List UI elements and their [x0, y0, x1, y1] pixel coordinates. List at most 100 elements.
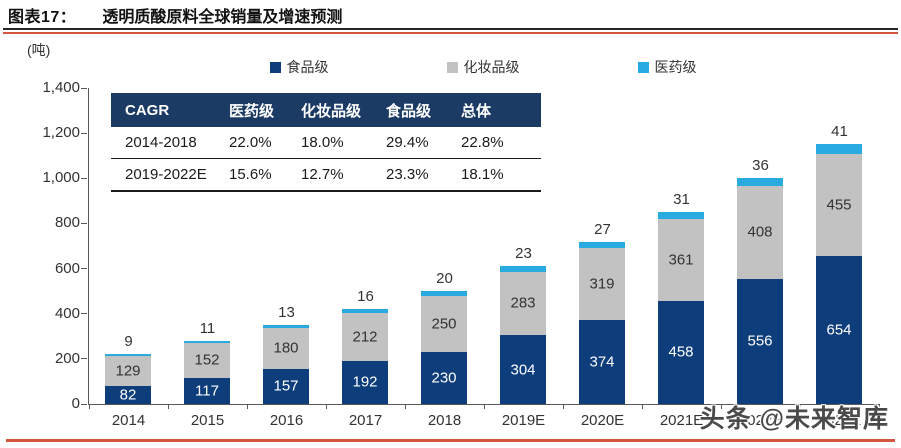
cagr-cell: 23.3% — [386, 166, 429, 183]
bar-stack: 283 304 — [500, 266, 546, 404]
bar-label-pharma: 20 — [436, 270, 453, 288]
bar-label-pharma: 9 — [124, 333, 133, 351]
bar-segment-pharma — [500, 266, 546, 272]
cagr-header-cell: CAGR — [125, 101, 170, 119]
cagr-cell: 18.0% — [301, 134, 344, 151]
bar-group-2022E: 408 556 36 2022E — [721, 88, 800, 429]
bar-segment-cosmetic: 361 — [658, 219, 704, 301]
y-axis-tick — [81, 268, 87, 270]
bar-label-food: 82 — [119, 386, 137, 404]
bar-label-pharma: 31 — [673, 191, 690, 209]
bar-group-2018: 250 230 20 2018 — [405, 88, 484, 429]
y-axis-tick — [81, 313, 87, 315]
x-axis-label: 2022E — [738, 412, 783, 429]
bar-label-cosmetic: 361 — [668, 251, 694, 269]
bar-label-food: 654 — [826, 321, 852, 339]
bar-segment-pharma — [263, 325, 309, 329]
bar-stack: 129 82 — [105, 354, 151, 404]
bar-label-pharma: 23 — [515, 245, 532, 263]
bar-label-food: 230 — [431, 369, 457, 387]
bar-segment-cosmetic: 250 — [421, 295, 467, 353]
legend-label: 食品级 — [286, 59, 329, 75]
bar-label-cosmetic: 408 — [747, 223, 773, 241]
cagr-cell: 18.1% — [461, 166, 504, 183]
x-axis-label: 2016 — [269, 412, 304, 429]
bar-segment-cosmetic: 455 — [816, 153, 862, 257]
chart-legend: 食品级 化妆品级 医药级 — [88, 57, 878, 77]
x-axis-tick — [246, 404, 248, 409]
bar-label-cosmetic: 250 — [431, 315, 457, 333]
bar-segment-food: 374 — [579, 319, 625, 404]
bar-label-food: 374 — [589, 353, 615, 371]
x-axis-label: 2015 — [190, 412, 225, 429]
cagr-cell: 12.7% — [301, 166, 344, 183]
x-axis-label: 2019E — [501, 412, 546, 429]
x-axis-label: 2017 — [348, 412, 383, 429]
page-title: 透明质酸原料全球销量及增速预测 — [102, 9, 343, 26]
bar-segment-pharma — [105, 354, 151, 357]
x-axis-label: 2018 — [427, 412, 462, 429]
bar-segment-cosmetic: 152 — [184, 343, 230, 378]
footer-divider-red — [6, 439, 895, 442]
x-axis-tick — [404, 404, 406, 409]
legend-label: 化妆品级 — [463, 59, 520, 75]
square-swatch-icon — [269, 61, 281, 73]
bar-stack: 212 192 — [342, 309, 388, 404]
y-tick-label: 600 — [54, 259, 80, 277]
header-divider-red — [3, 32, 898, 34]
bar-segment-food: 230 — [421, 352, 467, 404]
x-axis-tick — [88, 404, 90, 409]
x-axis-label: 2021E — [659, 412, 704, 429]
bar-group-2016: 180 157 13 2016 — [247, 88, 326, 429]
bar-label-pharma: 11 — [199, 319, 216, 337]
bar-group-2015: 152 117 11 2015 — [168, 88, 247, 429]
watermark: 头条 @未来智库 — [699, 405, 889, 433]
bar-stack: 152 117 — [184, 340, 230, 404]
bar-group-2020E: 319 374 27 2020E — [563, 88, 642, 429]
bar-label-food: 556 — [747, 332, 773, 350]
bar-label-food: 304 — [510, 361, 536, 379]
x-axis-label: 2014 — [111, 412, 146, 429]
bar-segment-food: 157 — [263, 368, 309, 404]
x-axis-tick — [720, 404, 722, 409]
bar-segment-pharma — [342, 309, 388, 313]
bar-segment-pharma — [816, 144, 862, 154]
bar-segment-food: 458 — [658, 300, 704, 404]
bar-segment-cosmetic: 408 — [737, 186, 783, 279]
bar-label-cosmetic: 152 — [194, 351, 220, 369]
cagr-cell: 15.6% — [229, 166, 272, 183]
x-axis-tick — [167, 404, 169, 409]
y-tick-label: 0 — [71, 395, 80, 412]
cagr-table-header-row: CAGR 医药级 化妆品级 食品级 总体 — [111, 93, 541, 127]
bar-group-2017: 212 192 16 2017 — [326, 88, 405, 429]
bar-label-food: 157 — [273, 377, 299, 395]
bar-segment-cosmetic: 283 — [500, 271, 546, 336]
y-tick-label: 1,200 — [42, 124, 80, 142]
x-axis-tick — [562, 404, 564, 409]
bar-label-pharma: 16 — [357, 288, 374, 306]
bar-segment-pharma — [658, 212, 704, 220]
bar-segment-cosmetic: 129 — [105, 356, 151, 386]
bar-label-pharma: 41 — [831, 123, 848, 141]
bar-segment-food: 556 — [737, 278, 783, 404]
bar-segment-cosmetic: 212 — [342, 312, 388, 361]
x-axis-label: 2020E — [580, 412, 625, 429]
x-axis-tick — [325, 404, 327, 409]
bar-label-food: 117 — [195, 382, 219, 400]
bar-label-pharma: 13 — [278, 304, 295, 321]
x-axis-tick — [878, 404, 880, 409]
y-tick-label: 1,000 — [42, 169, 80, 187]
cagr-header-cell: 医药级 — [229, 102, 275, 120]
bar-label-pharma: 27 — [594, 220, 611, 238]
bar-label-cosmetic: 455 — [826, 196, 852, 214]
bar-group-2021E: 361 458 31 2021E — [642, 88, 721, 429]
bar-segment-pharma — [579, 241, 625, 248]
legend-item-pharma: 医药级 — [637, 57, 697, 77]
bar-label-cosmetic: 129 — [115, 362, 141, 380]
chart-title-bar: 图表17： 透明质酸原料全球销量及增速预测 — [8, 3, 342, 27]
cagr-header-cell: 化妆品级 — [301, 102, 362, 120]
bar-group-2023E: 455 654 41 2023E — [800, 88, 879, 429]
bar-segment-food: 192 — [342, 360, 388, 404]
header-divider-black — [3, 28, 898, 30]
bar-label-cosmetic: 212 — [352, 328, 378, 346]
